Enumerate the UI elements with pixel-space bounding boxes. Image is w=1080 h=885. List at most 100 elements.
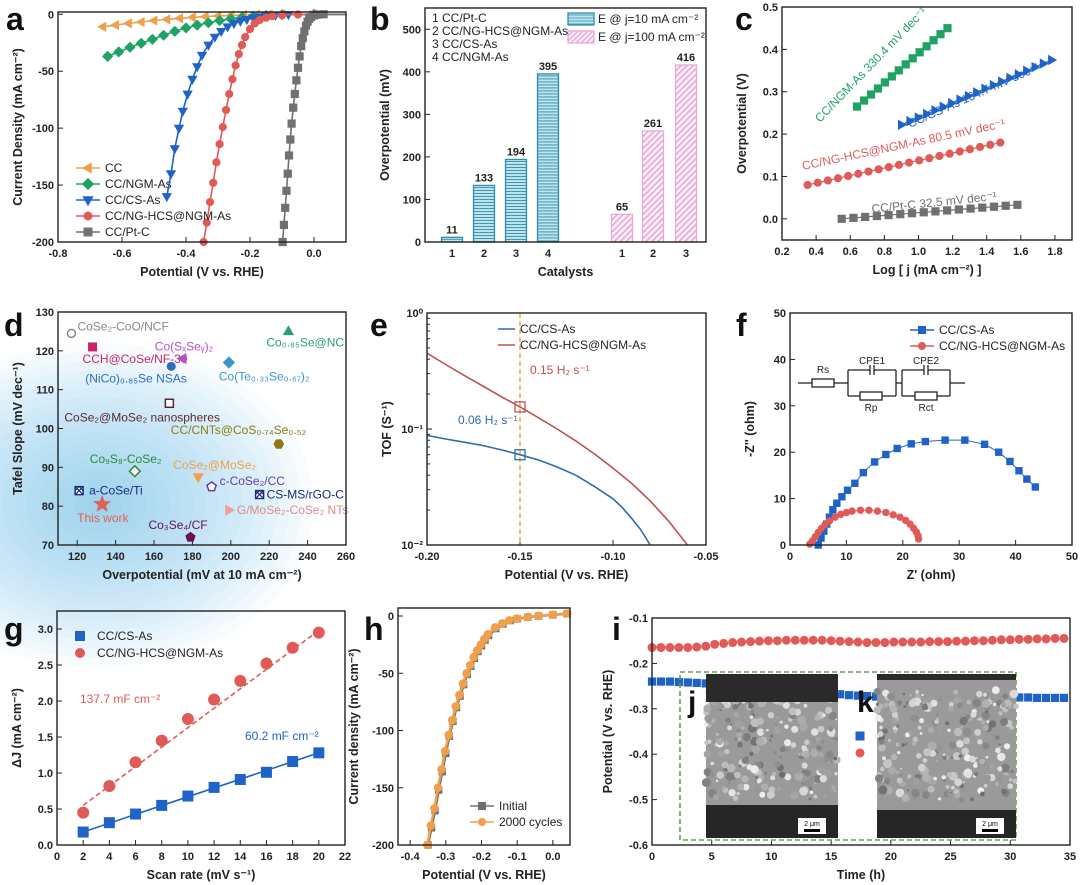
- sem-texture: [941, 775, 946, 780]
- data-point: [896, 210, 905, 219]
- sem-texture: [820, 770, 825, 775]
- legend-marker: [918, 326, 926, 334]
- sem-texture: [877, 731, 884, 738]
- data-point: [989, 79, 999, 91]
- sem-texture: [773, 726, 781, 735]
- data-point: [833, 499, 841, 507]
- data-point: [665, 643, 675, 653]
- sem-texture: [983, 783, 988, 788]
- data-point: [235, 17, 246, 27]
- sem-texture: [938, 731, 941, 734]
- series-1: [77, 626, 325, 819]
- sem-texture: [947, 792, 951, 797]
- sem-texture: [969, 755, 976, 763]
- sem-texture: [975, 756, 978, 760]
- sem-texture: [818, 737, 822, 740]
- sem-texture: [921, 693, 924, 697]
- data-point: [225, 89, 234, 99]
- data-point: [907, 637, 917, 647]
- hatch-line: [641, 199, 665, 222]
- y-tick-label: 80: [42, 501, 54, 513]
- glow-layer: [0, 352, 302, 658]
- x-tick-label: -0.10: [600, 551, 625, 563]
- sem-texture: [709, 771, 715, 778]
- sem-texture: [748, 703, 754, 709]
- sem-dark-band: [877, 674, 1016, 680]
- sem-texture: [802, 750, 810, 758]
- sem-texture: [779, 720, 783, 724]
- sem-texture: [901, 743, 906, 747]
- data-point-label: CC/CNTs@CoS₀.₇₄Se₀.₅₂: [171, 423, 307, 437]
- bar-value-label: 395: [539, 61, 557, 73]
- data-point: [884, 210, 893, 220]
- data-point: [282, 186, 291, 195]
- hatch-line: [567, 30, 579, 42]
- data-point: [181, 713, 194, 725]
- sem-texture: [901, 793, 910, 802]
- hatch-line: [641, 145, 665, 168]
- circuit-label: CPE2: [913, 356, 940, 367]
- sem-texture: [942, 753, 946, 757]
- sem-texture: [980, 791, 985, 797]
- series-2: [161, 10, 346, 203]
- sem-texture: [803, 703, 808, 708]
- sem-texture: [1002, 693, 1008, 699]
- data-point: [97, 21, 107, 32]
- y-tick-label: -0.5: [629, 795, 648, 807]
- data-point: [862, 691, 872, 701]
- data-point: [1031, 483, 1040, 491]
- data-point: [213, 15, 226, 27]
- data-point-label: Co(Te₀.₃₃Se₀.₆₇)₂: [219, 369, 310, 383]
- y-axis-title: Current density (mA cm⁻²): [347, 648, 361, 804]
- data-point: [202, 218, 211, 227]
- x-tick-label: 20: [885, 851, 897, 863]
- data-point: [286, 641, 299, 654]
- sem-texture: [777, 787, 781, 791]
- data-point: [943, 24, 952, 33]
- data-point: [212, 158, 221, 167]
- sem-texture: [895, 788, 905, 798]
- data-point-label: Co(SₓSeᵧ)₂: [155, 340, 214, 354]
- x-tick-label: -0.05: [693, 551, 718, 563]
- sem-texture: [728, 702, 731, 705]
- inset-label: j: [687, 686, 696, 719]
- plot-frame: [426, 312, 707, 546]
- data-point: [919, 208, 928, 217]
- circuit-label: CPE1: [859, 356, 886, 367]
- sem-texture: [820, 739, 825, 744]
- data-point: [941, 436, 949, 444]
- sem-texture: [1007, 769, 1012, 774]
- data-point: [980, 440, 989, 449]
- data-point: [880, 78, 889, 87]
- data-point: [109, 19, 119, 31]
- hatch-line: [674, 103, 698, 126]
- data-point: [844, 691, 854, 700]
- data-point: [169, 25, 181, 37]
- data-point: [1032, 634, 1042, 644]
- data-point: [936, 30, 945, 39]
- sem-texture: [973, 763, 978, 768]
- data-point: [844, 171, 853, 181]
- sem-texture: [834, 771, 838, 776]
- sem-texture: [801, 782, 804, 785]
- sem-texture: [893, 729, 898, 734]
- sem-texture: [799, 722, 808, 732]
- fit-line: [82, 629, 320, 807]
- sem-texture: [927, 702, 932, 708]
- data-point: [719, 638, 729, 648]
- sem-texture: [958, 796, 965, 803]
- literature-point: Co₃Se₄/CF: [148, 518, 208, 542]
- data-point: [781, 635, 791, 645]
- plot-frame: [424, 7, 707, 243]
- bar-value-label: 65: [616, 201, 628, 213]
- legend-marker: [83, 211, 93, 221]
- sem-texture: [788, 707, 797, 716]
- data-point: [260, 657, 273, 670]
- literature-point: CoSe₂@MoSe₂ nanospheres: [64, 398, 220, 424]
- sem-texture: [974, 729, 982, 736]
- data-point: [130, 808, 142, 820]
- legend-label: CC/CS-As: [105, 193, 160, 207]
- literature-point: CoSe₂-CoO/NCF: [66, 319, 169, 339]
- data-point: [956, 94, 966, 105]
- circuit-label: Rp: [865, 403, 878, 414]
